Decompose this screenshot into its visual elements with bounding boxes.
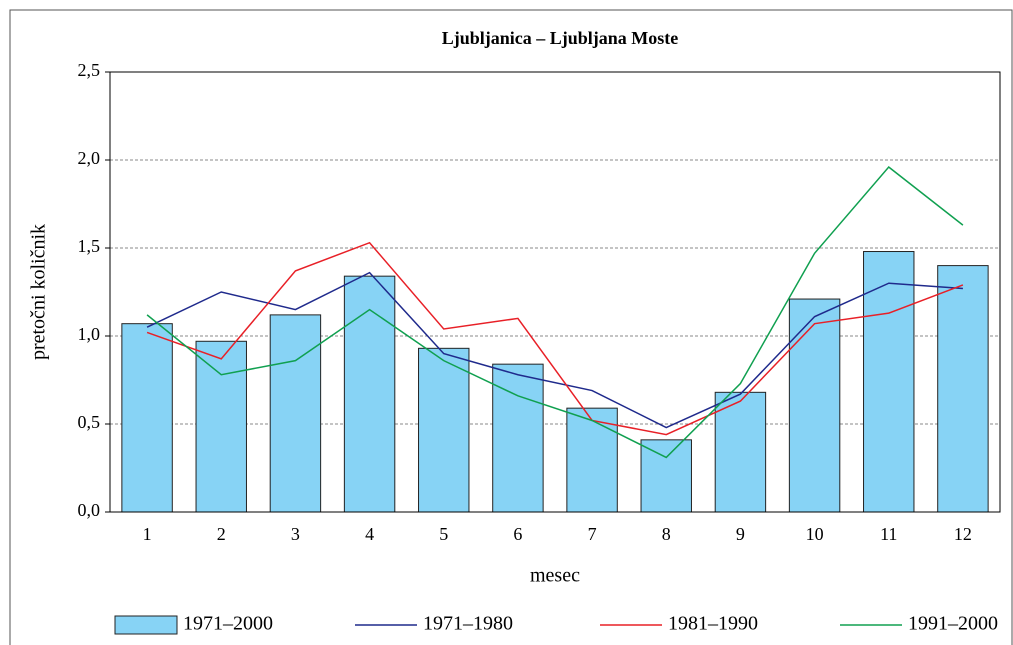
bar bbox=[195, 340, 247, 513]
bar bbox=[788, 298, 841, 513]
legend-label: 1981–1990 bbox=[668, 613, 758, 635]
line bbox=[146, 271, 963, 429]
bar bbox=[640, 439, 692, 513]
x-tick-label: 2 bbox=[217, 524, 226, 544]
y-tick-label: 2,5 bbox=[78, 60, 101, 80]
bar bbox=[343, 275, 396, 513]
legend-label: 1971–2000 bbox=[183, 613, 273, 635]
bar bbox=[418, 347, 470, 513]
bar bbox=[863, 251, 915, 513]
line bbox=[146, 241, 964, 436]
bar bbox=[566, 407, 618, 513]
frame bbox=[9, 9, 1013, 645]
bar bbox=[121, 323, 173, 513]
x-tick-label: 9 bbox=[736, 524, 745, 544]
y-axis-label: pretočni količnik bbox=[28, 224, 50, 360]
bar bbox=[714, 391, 767, 513]
y-tick-label: 0,5 bbox=[78, 412, 101, 432]
bar bbox=[269, 314, 322, 513]
y-tick-label: 0,0 bbox=[78, 500, 101, 520]
bar bbox=[492, 363, 544, 513]
x-tick-label: 10 bbox=[806, 524, 824, 544]
y-tick-label: 1,0 bbox=[78, 324, 101, 344]
x-tick-label: 6 bbox=[513, 524, 522, 544]
x-tick-label: 11 bbox=[880, 524, 897, 544]
x-tick-label: 12 bbox=[954, 524, 972, 544]
x-tick-label: 7 bbox=[588, 524, 597, 544]
x-tick-label: 3 bbox=[291, 524, 300, 544]
x-tick-label: 4 bbox=[365, 524, 374, 544]
legend-label: 1971–1980 bbox=[423, 613, 513, 635]
bar bbox=[937, 265, 989, 513]
plot-border bbox=[109, 71, 1001, 513]
y-tick-label: 2,0 bbox=[78, 148, 101, 168]
y-tick-label: 1,5 bbox=[78, 236, 101, 256]
legend-swatch bbox=[114, 615, 178, 635]
x-tick-label: 8 bbox=[662, 524, 671, 544]
x-tick-label: 5 bbox=[439, 524, 448, 544]
x-axis-label: mesec bbox=[530, 565, 580, 587]
chart-title: Ljubljanica – Ljubljana Moste bbox=[442, 28, 679, 48]
x-tick-label: 1 bbox=[143, 524, 152, 544]
legend-label: 1991–2000 bbox=[908, 613, 998, 635]
line bbox=[146, 166, 964, 459]
